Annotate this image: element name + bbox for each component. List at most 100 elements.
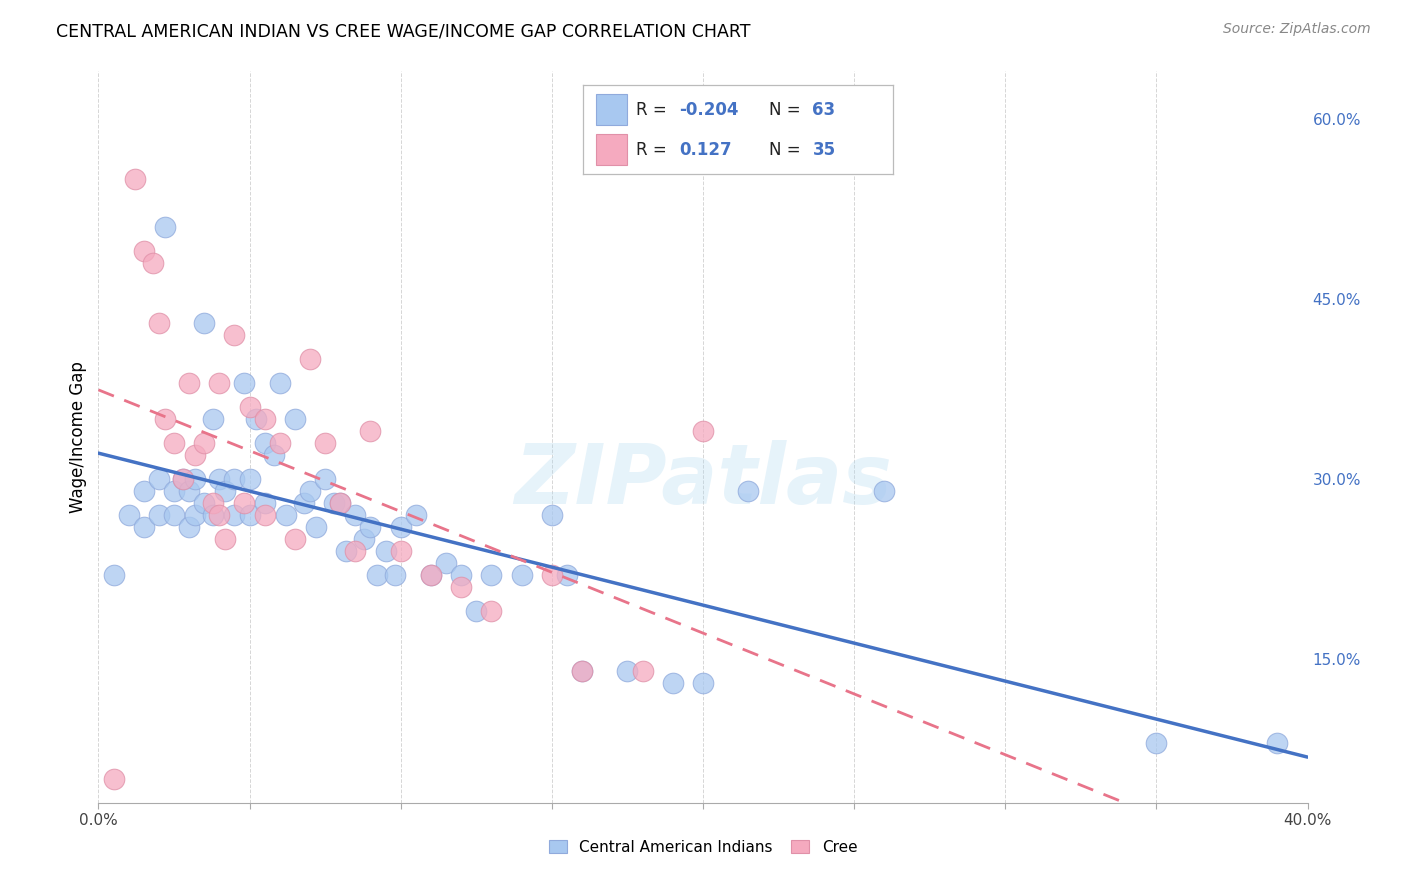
Point [239, 400, 262, 414]
Point [148, 508, 170, 522]
Point [208, 508, 231, 522]
Point [132, 483, 155, 498]
Point [305, 520, 328, 534]
Point [299, 483, 322, 498]
Point [202, 412, 225, 426]
Point [179, 376, 201, 391]
Point [299, 352, 322, 367]
Point [253, 436, 276, 450]
Point [344, 508, 367, 522]
Point [232, 376, 254, 391]
Point [179, 483, 201, 498]
Point [481, 568, 503, 582]
Point [163, 483, 186, 498]
Point [172, 472, 194, 486]
Text: Source: ZipAtlas.com: Source: ZipAtlas.com [1223, 22, 1371, 37]
Point [384, 568, 406, 582]
Point [179, 520, 201, 534]
Point [148, 316, 170, 330]
Point [274, 508, 297, 522]
Text: 35: 35 [813, 141, 835, 159]
Point [232, 496, 254, 510]
Point [571, 664, 593, 678]
Point [661, 676, 683, 690]
Point [269, 376, 291, 391]
Point [420, 568, 443, 582]
Point [214, 532, 236, 546]
Point [184, 448, 207, 462]
Point [873, 483, 896, 498]
Text: N =: N = [769, 141, 800, 159]
Point [193, 496, 215, 510]
Point [214, 483, 236, 498]
Point [263, 448, 285, 462]
Point [184, 508, 207, 522]
Point [163, 436, 186, 450]
Point [193, 436, 215, 450]
Point [389, 544, 412, 558]
Point [148, 472, 170, 486]
Point [208, 472, 231, 486]
Bar [596, 94, 627, 125]
Point [389, 520, 412, 534]
Point [360, 520, 382, 534]
Point [481, 604, 503, 618]
Point [571, 664, 593, 678]
Point [335, 544, 357, 558]
Point [103, 568, 125, 582]
Point [184, 472, 207, 486]
Point [374, 544, 396, 558]
Point [292, 496, 315, 510]
Point [153, 412, 176, 426]
Point [245, 412, 267, 426]
Point [202, 496, 225, 510]
Text: 63: 63 [813, 101, 835, 119]
Point [269, 436, 291, 450]
Point [540, 508, 562, 522]
Point [353, 532, 375, 546]
Point [405, 508, 427, 522]
Point [314, 472, 336, 486]
Point [434, 556, 457, 570]
Text: R =: R = [636, 141, 666, 159]
Point [1267, 736, 1289, 750]
Point [631, 664, 654, 678]
Point [202, 508, 225, 522]
Point [540, 568, 562, 582]
Point [163, 508, 186, 522]
Point [253, 496, 276, 510]
Point [132, 244, 155, 259]
Point [737, 483, 759, 498]
Point [284, 532, 307, 546]
Point [124, 172, 146, 186]
Point [224, 328, 246, 343]
Point [692, 424, 714, 438]
Point [224, 508, 246, 522]
Text: N =: N = [769, 101, 800, 119]
Point [239, 508, 262, 522]
Point [616, 664, 638, 678]
Point [450, 580, 472, 594]
Text: CENTRAL AMERICAN INDIAN VS CREE WAGE/INCOME GAP CORRELATION CHART: CENTRAL AMERICAN INDIAN VS CREE WAGE/INC… [56, 22, 751, 40]
Point [366, 568, 388, 582]
Text: -0.204: -0.204 [679, 101, 740, 119]
Point [314, 436, 336, 450]
Point [510, 568, 533, 582]
Bar [596, 134, 627, 165]
Text: R =: R = [636, 101, 666, 119]
Point [344, 544, 367, 558]
Text: ZIPatlas: ZIPatlas [515, 441, 891, 522]
Point [323, 496, 346, 510]
Point [329, 496, 352, 510]
Point [555, 568, 578, 582]
Point [193, 316, 215, 330]
Y-axis label: Wage/Income Gap: Wage/Income Gap [69, 361, 87, 513]
Text: 0.127: 0.127 [679, 141, 733, 159]
Point [450, 568, 472, 582]
Point [465, 604, 488, 618]
Point [142, 256, 165, 270]
Point [118, 508, 141, 522]
Point [253, 412, 276, 426]
Legend: Central American Indians, Cree: Central American Indians, Cree [543, 834, 863, 861]
Point [132, 520, 155, 534]
